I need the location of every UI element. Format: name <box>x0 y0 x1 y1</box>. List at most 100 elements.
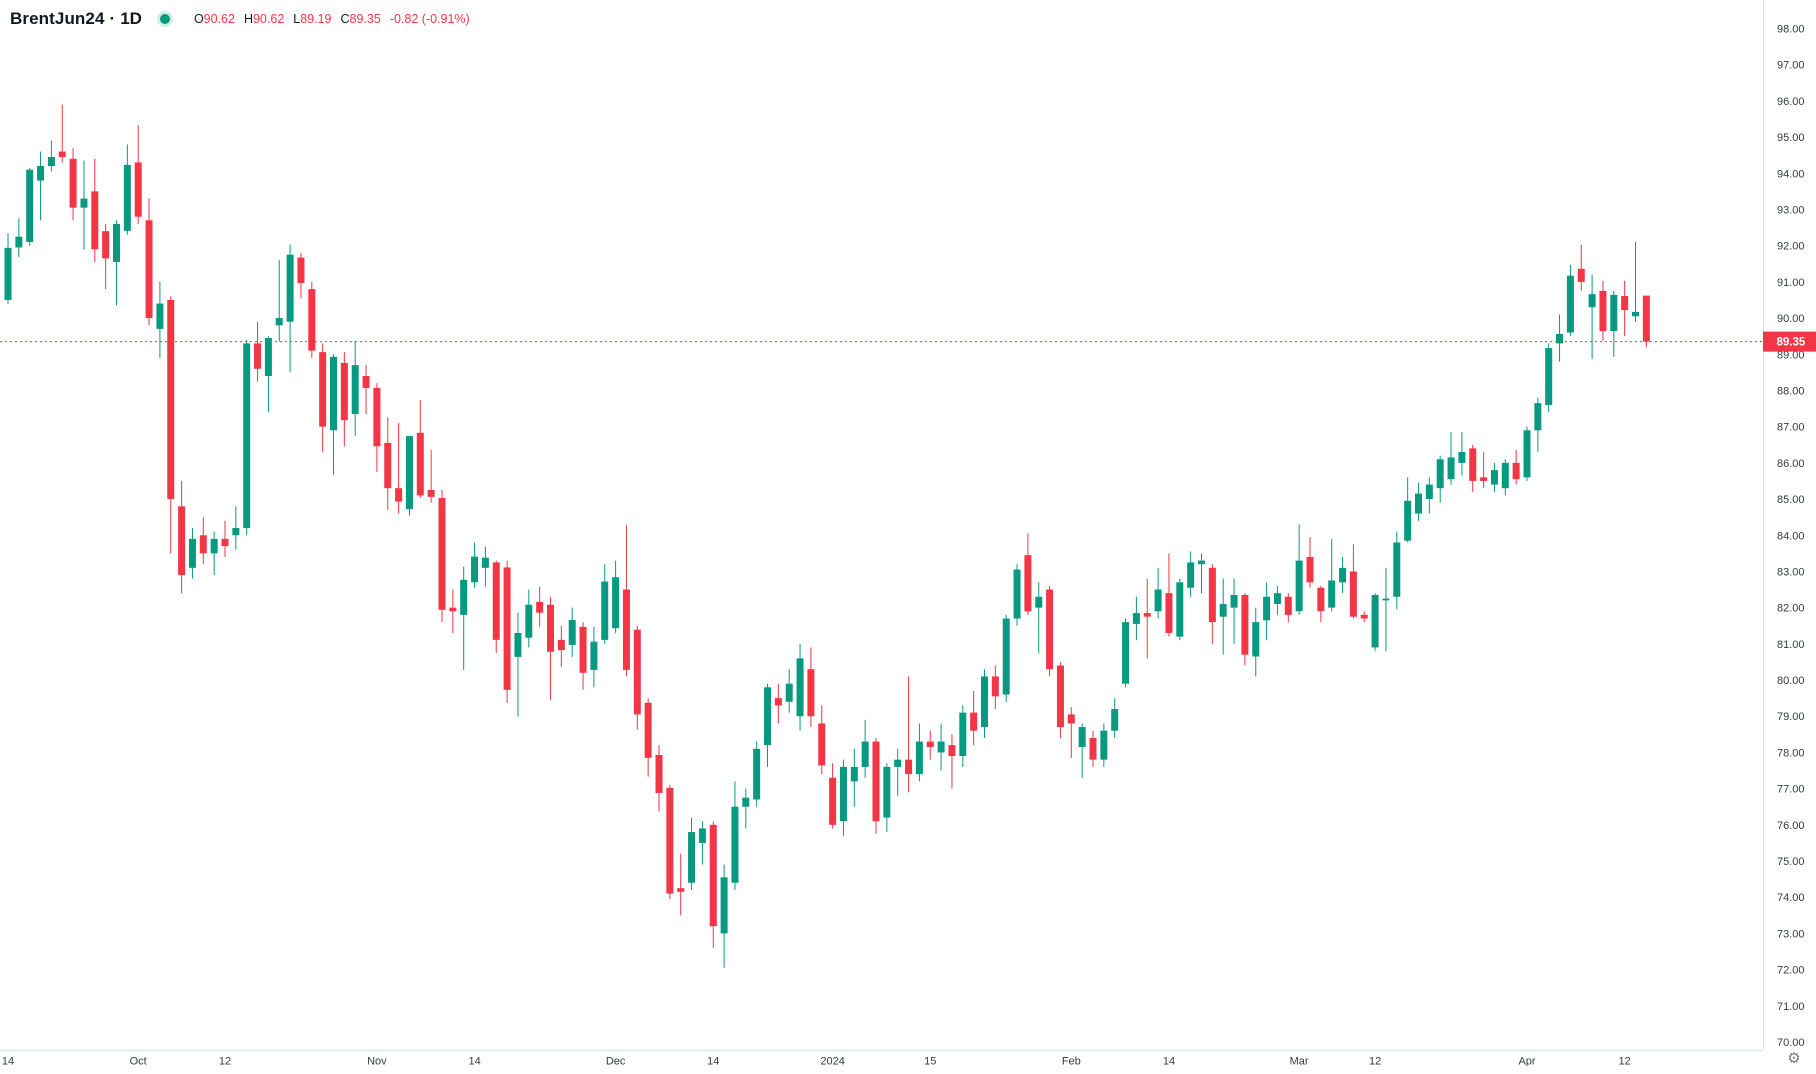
candle <box>308 281 316 358</box>
price-tick-label: 74.00 <box>1777 892 1805 904</box>
candle <box>1132 596 1140 641</box>
market-status-icon[interactable] <box>159 14 170 24</box>
candle <box>579 622 587 690</box>
candle-body <box>1241 594 1249 655</box>
candle-body <box>199 535 207 554</box>
candle <box>1642 295 1650 348</box>
candle-body <box>850 766 858 782</box>
time-tick-label: 14 <box>468 1056 480 1067</box>
candle-body <box>145 220 153 319</box>
candle <box>395 423 403 514</box>
candle-body <box>1404 500 1412 541</box>
candle-body <box>1252 622 1260 657</box>
candle <box>167 296 175 554</box>
candle-body <box>764 687 771 746</box>
candle-body <box>1458 452 1466 463</box>
candle-body <box>742 797 750 807</box>
candle <box>1328 538 1336 612</box>
candle <box>58 104 66 163</box>
candle-body <box>178 506 186 576</box>
candle <box>1349 544 1357 619</box>
candle <box>948 734 956 789</box>
candle <box>134 125 142 224</box>
candle-body <box>351 365 359 414</box>
candle-body <box>959 712 967 757</box>
candle <box>568 607 576 657</box>
candle-body <box>15 236 23 248</box>
candle <box>666 785 674 900</box>
candle <box>839 759 847 836</box>
candle-body <box>481 557 489 568</box>
low-value: L89.19 <box>293 12 332 26</box>
candle-body <box>774 698 782 706</box>
symbol-title[interactable]: BrentJun24 <box>10 9 105 28</box>
time-tick-label: 12 <box>1618 1056 1630 1067</box>
time-axis[interactable]: 14 Oct 12 Nov 14 Dec 14 2024 15 Feb 14 Mar 12 Apr 12 <box>2 1056 1631 1067</box>
candles-series[interactable] <box>4 104 1650 968</box>
candle-wick <box>278 260 280 342</box>
candle <box>1577 244 1585 291</box>
candle-body <box>970 712 978 731</box>
candle <box>319 343 327 452</box>
price-tick-label: 73.00 <box>1777 928 1805 940</box>
time-tick-label: 14 <box>1163 1056 1175 1067</box>
candle-body <box>1317 587 1325 612</box>
candle-body <box>601 581 609 640</box>
candle <box>1056 661 1064 738</box>
candle-wick <box>897 748 899 796</box>
candle <box>1523 426 1531 481</box>
candle-body <box>590 641 598 670</box>
candle <box>829 763 837 829</box>
candle <box>1241 593 1249 666</box>
candle-body <box>102 231 110 259</box>
candle <box>232 506 240 550</box>
candle <box>1306 537 1314 588</box>
candle <box>644 698 652 777</box>
candle-body <box>1632 311 1639 317</box>
price-tick-label: 89.00 <box>1777 349 1805 361</box>
price-tick-label: 83.00 <box>1777 566 1805 578</box>
time-tick-label: 14 <box>2 1056 14 1067</box>
price-tick-label: 76.00 <box>1777 820 1805 832</box>
candle-wick <box>1580 244 1582 291</box>
candle <box>1078 723 1086 778</box>
settings-gear-icon[interactable]: ⚙ <box>1787 1050 1801 1067</box>
candle <box>199 517 207 565</box>
candle-body <box>460 579 468 615</box>
candle <box>1046 585 1054 677</box>
last-price-badge: 89.35 <box>1763 331 1816 352</box>
candle <box>178 480 186 594</box>
price-tick-label: 98.00 <box>1777 24 1805 36</box>
interval-button[interactable]: 1D <box>120 9 142 28</box>
candle <box>243 339 251 536</box>
candle-wick <box>365 365 367 414</box>
candle-body <box>731 806 739 883</box>
candle <box>286 244 294 373</box>
candle <box>254 321 262 382</box>
candle <box>1013 564 1021 626</box>
candle-body <box>1642 295 1650 342</box>
candle <box>384 417 392 510</box>
candle-body <box>26 169 34 243</box>
candle-body <box>405 436 413 510</box>
candle <box>1534 397 1542 452</box>
candle-body <box>1208 567 1216 623</box>
candle <box>774 683 782 724</box>
time-tick-label: Oct <box>130 1056 147 1067</box>
candle <box>1425 477 1433 514</box>
close-value: C89.35 <box>340 12 381 26</box>
candle-wick <box>1070 707 1072 758</box>
candle <box>156 281 164 358</box>
candle-body <box>981 676 988 728</box>
candle-body <box>915 741 923 775</box>
candle-body <box>1273 593 1281 605</box>
candle-wick <box>1146 578 1148 659</box>
price-tick-label: 95.00 <box>1777 132 1805 144</box>
high-value: H90.62 <box>243 12 285 26</box>
candle-body <box>319 352 327 427</box>
candle <box>91 158 99 262</box>
price-axis[interactable]: 98.00 97.00 96.00 95.00 94.00 93.00 92.00 91.00… <box>1777 24 1805 1050</box>
candle <box>47 140 55 172</box>
